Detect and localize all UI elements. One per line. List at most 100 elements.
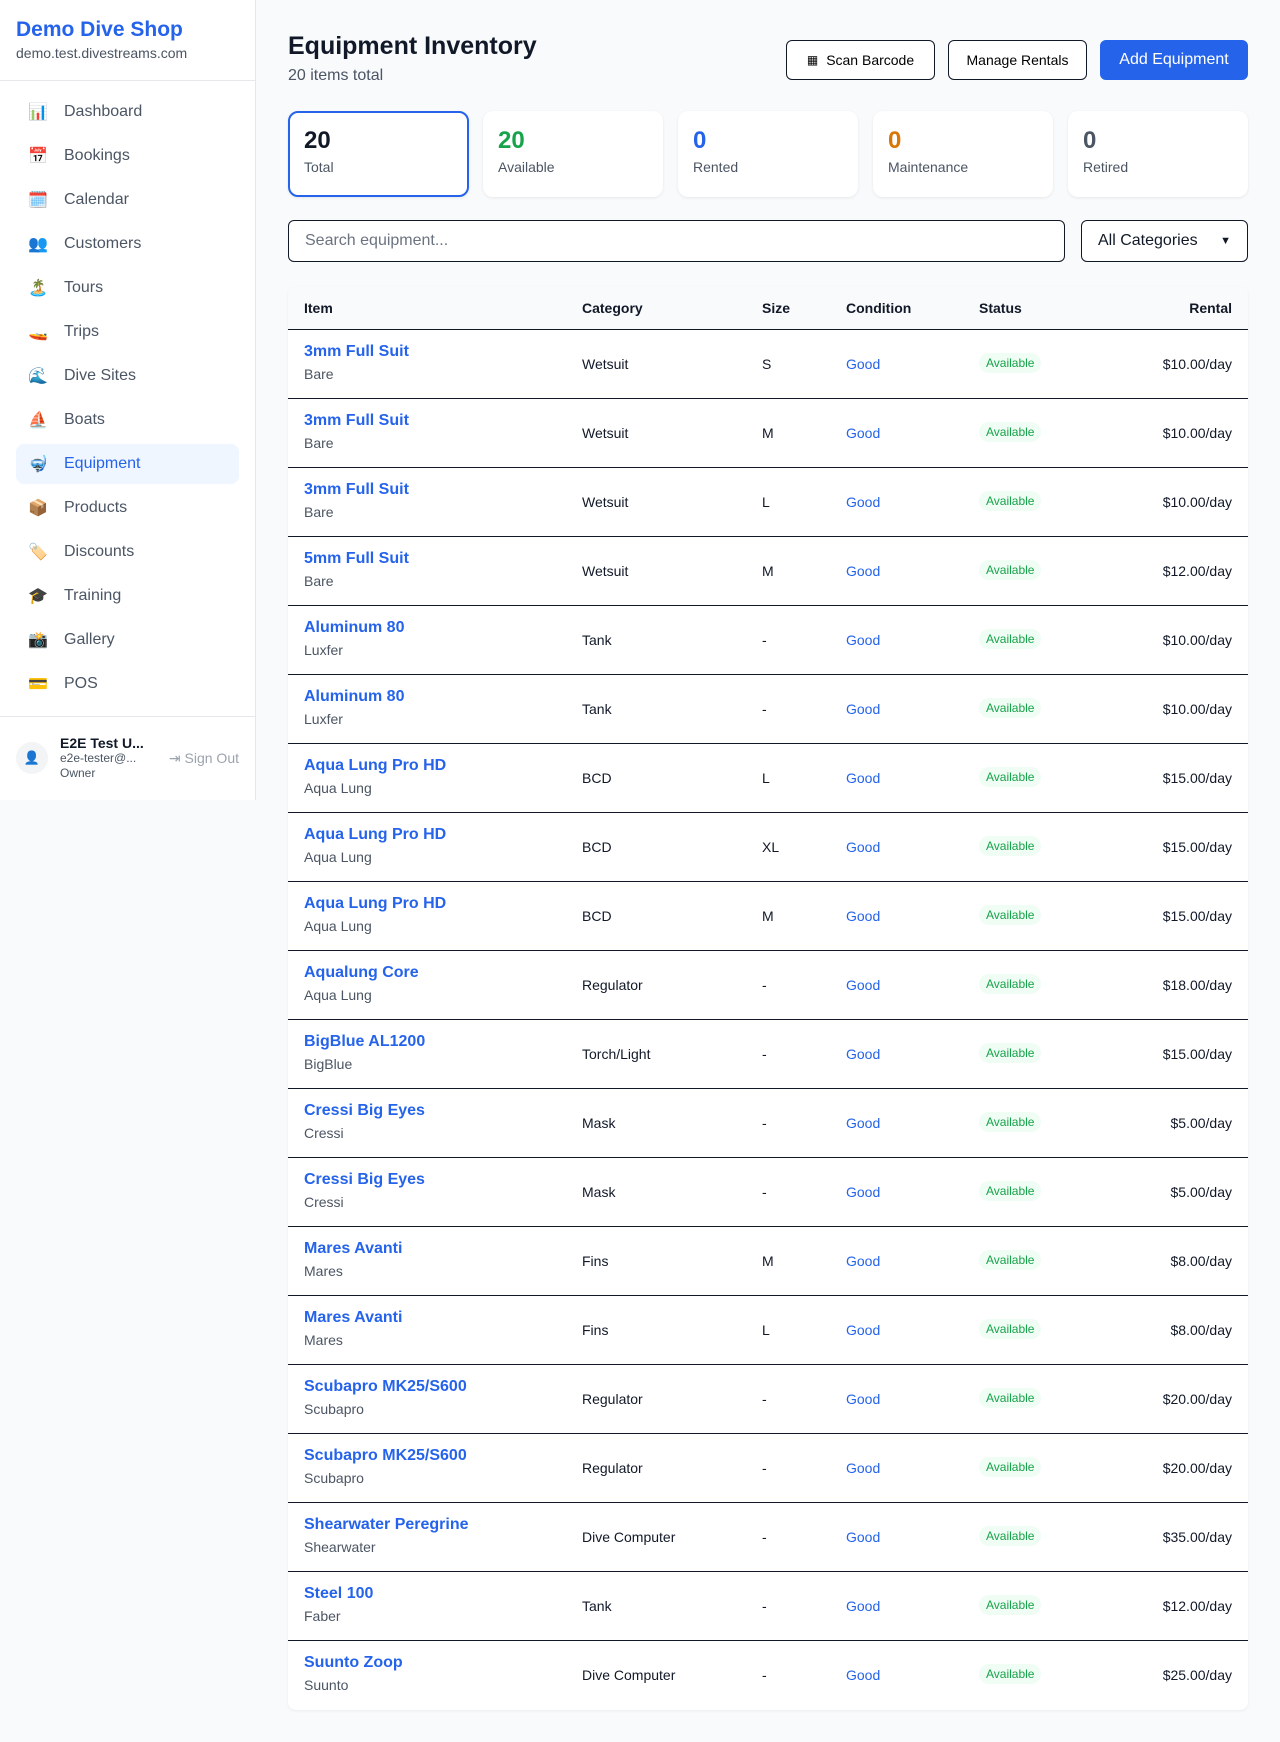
manage-rentals-button[interactable]: Manage Rentals xyxy=(948,40,1087,80)
stat-card-available[interactable]: 20 Available xyxy=(483,111,663,197)
stat-value: 20 xyxy=(304,127,331,154)
category-cell: BCD xyxy=(582,770,612,786)
item-brand: Suunto xyxy=(304,1677,349,1693)
item-brand: Mares xyxy=(304,1332,343,1348)
column-header-rental: Rental xyxy=(1189,300,1232,316)
sidebar-item-dashboard[interactable]: 📊 Dashboard xyxy=(16,92,239,132)
table-header: Item Category Size Condition Status Rental xyxy=(288,287,1248,330)
sidebar-item-bookings[interactable]: 📅 Bookings xyxy=(16,136,239,176)
stat-card-rented[interactable]: 0 Rented xyxy=(678,111,858,197)
item-name-link[interactable]: 3mm Full Suit xyxy=(304,343,409,360)
sidebar-item-trips[interactable]: 🚤 Trips xyxy=(16,312,239,352)
table-row: Aqua Lung Pro HD Aqua Lung BCD L Good Availab… xyxy=(288,744,1248,813)
table-row: Suunto Zoop Suunto Dive Computer - Good Avail… xyxy=(288,1641,1248,1710)
item-name-link[interactable]: Cressi Big Eyes xyxy=(304,1102,425,1119)
boats-icon: ⛵ xyxy=(28,412,48,429)
item-name-link[interactable]: Steel 100 xyxy=(304,1585,374,1602)
item-name-link[interactable]: Suunto Zoop xyxy=(304,1654,403,1671)
category-cell: Tank xyxy=(582,701,612,717)
sidebar-item-tours[interactable]: 🏝️ Tours xyxy=(16,268,239,308)
table-row: Cressi Big Eyes Cressi Mask - Good Available $… xyxy=(288,1158,1248,1227)
scan-barcode-label: Scan Barcode xyxy=(826,52,915,68)
size-cell: - xyxy=(762,977,767,993)
sidebar-item-gallery[interactable]: 📸 Gallery xyxy=(16,620,239,660)
sign-out-button[interactable]: ⇥ Sign Out xyxy=(169,750,239,767)
item-name-link[interactable]: Aqua Lung Pro HD xyxy=(304,757,447,774)
status-badge: Available xyxy=(979,1319,1042,1339)
condition-cell: Good xyxy=(846,1667,881,1683)
column-header-condition: Condition xyxy=(846,300,912,316)
rental-price: $10.00/day xyxy=(1162,494,1232,510)
sidebar-item-equipment[interactable]: 🤿 Equipment xyxy=(16,444,239,484)
item-brand: Bare xyxy=(304,573,334,589)
item-brand: Scubapro xyxy=(304,1470,364,1486)
size-cell: L xyxy=(762,494,770,510)
item-cell: Scubapro MK25/S600 Scubapro xyxy=(304,1446,467,1488)
table-body: 3mm Full Suit Bare Wetsuit S Good Available $1… xyxy=(288,330,1248,1710)
sidebar-item-label: Products xyxy=(64,499,128,516)
sidebar-item-calendar[interactable]: 🗓️ Calendar xyxy=(16,180,239,220)
item-name-link[interactable]: Aqua Lung Pro HD xyxy=(304,826,447,843)
size-cell: - xyxy=(762,1391,767,1407)
item-cell: Aqualung Core Aqua Lung xyxy=(304,963,419,1005)
stat-card-retired[interactable]: 0 Retired xyxy=(1068,111,1248,197)
add-equipment-button[interactable]: Add Equipment xyxy=(1100,40,1248,80)
item-name-link[interactable]: Aluminum 80 xyxy=(304,688,405,705)
sidebar-item-boats[interactable]: ⛵ Boats xyxy=(16,400,239,440)
status-badge: Available xyxy=(979,1526,1042,1546)
item-name-link[interactable]: Shearwater Peregrine xyxy=(304,1516,469,1533)
category-select[interactable]: All Categories ▼ xyxy=(1081,220,1248,262)
item-name-link[interactable]: Scubapro MK25/S600 xyxy=(304,1447,467,1464)
size-cell: - xyxy=(762,1529,767,1545)
item-name-link[interactable]: 3mm Full Suit xyxy=(304,412,409,429)
item-brand: Shearwater xyxy=(304,1539,376,1555)
item-brand: Luxfer xyxy=(304,711,343,727)
scan-barcode-button[interactable]: ▦ Scan Barcode xyxy=(786,40,935,80)
sidebar-item-label: Bookings xyxy=(64,147,130,164)
item-name-link[interactable]: Mares Avanti xyxy=(304,1309,403,1326)
category-cell: Tank xyxy=(582,1598,612,1614)
size-cell: XL xyxy=(762,839,780,855)
stat-card-maintenance[interactable]: 0 Maintenance xyxy=(873,111,1053,197)
rental-price: $5.00/day xyxy=(1170,1184,1233,1200)
condition-cell: Good xyxy=(846,563,881,579)
rental-price: $10.00/day xyxy=(1162,425,1232,441)
sidebar-item-dive-sites[interactable]: 🌊 Dive Sites xyxy=(16,356,239,396)
size-cell: M xyxy=(762,425,774,441)
sidebar-item-products[interactable]: 📦 Products xyxy=(16,488,239,528)
condition-cell: Good xyxy=(846,1391,881,1407)
brand-title[interactable]: Demo Dive Shop xyxy=(16,18,183,41)
stat-card-total[interactable]: 20 Total xyxy=(288,111,469,197)
item-name-link[interactable]: 3mm Full Suit xyxy=(304,481,409,498)
chevron-down-icon: ▼ xyxy=(1220,235,1231,247)
condition-cell: Good xyxy=(846,1529,881,1545)
stat-label: Retired xyxy=(1083,159,1129,175)
stat-value: 0 xyxy=(888,127,902,154)
sidebar-item-pos[interactable]: 💳 POS xyxy=(16,664,239,704)
item-name-link[interactable]: Aluminum 80 xyxy=(304,619,405,636)
sidebar-item-label: Tours xyxy=(64,279,104,296)
item-name-link[interactable]: Mares Avanti xyxy=(304,1240,403,1257)
sidebar-item-discounts[interactable]: 🏷️ Discounts xyxy=(16,532,239,572)
item-brand: Bare xyxy=(304,366,334,382)
item-name-link[interactable]: 5mm Full Suit xyxy=(304,550,409,567)
item-name-link[interactable]: Cressi Big Eyes xyxy=(304,1171,425,1188)
item-brand: Mares xyxy=(304,1263,343,1279)
item-name-link[interactable]: BigBlue AL1200 xyxy=(304,1033,426,1050)
status-badge: Available xyxy=(979,767,1042,787)
size-cell: - xyxy=(762,1598,767,1614)
tours-icon: 🏝️ xyxy=(28,280,48,297)
sidebar-item-customers[interactable]: 👥 Customers xyxy=(16,224,239,264)
condition-cell: Good xyxy=(846,425,881,441)
search-input[interactable] xyxy=(288,220,1065,262)
item-name-link[interactable]: Aqua Lung Pro HD xyxy=(304,895,447,912)
item-name-link[interactable]: Aqualung Core xyxy=(304,964,419,981)
size-cell: - xyxy=(762,1115,767,1131)
sidebar-item-label: Dashboard xyxy=(64,103,143,120)
sidebar-item-training[interactable]: 🎓 Training xyxy=(16,576,239,616)
item-name-link[interactable]: Scubapro MK25/S600 xyxy=(304,1378,467,1395)
rental-price: $8.00/day xyxy=(1170,1322,1233,1338)
category-cell: Regulator xyxy=(582,1391,643,1407)
condition-cell: Good xyxy=(846,356,881,372)
customers-icon: 👥 xyxy=(28,236,48,253)
